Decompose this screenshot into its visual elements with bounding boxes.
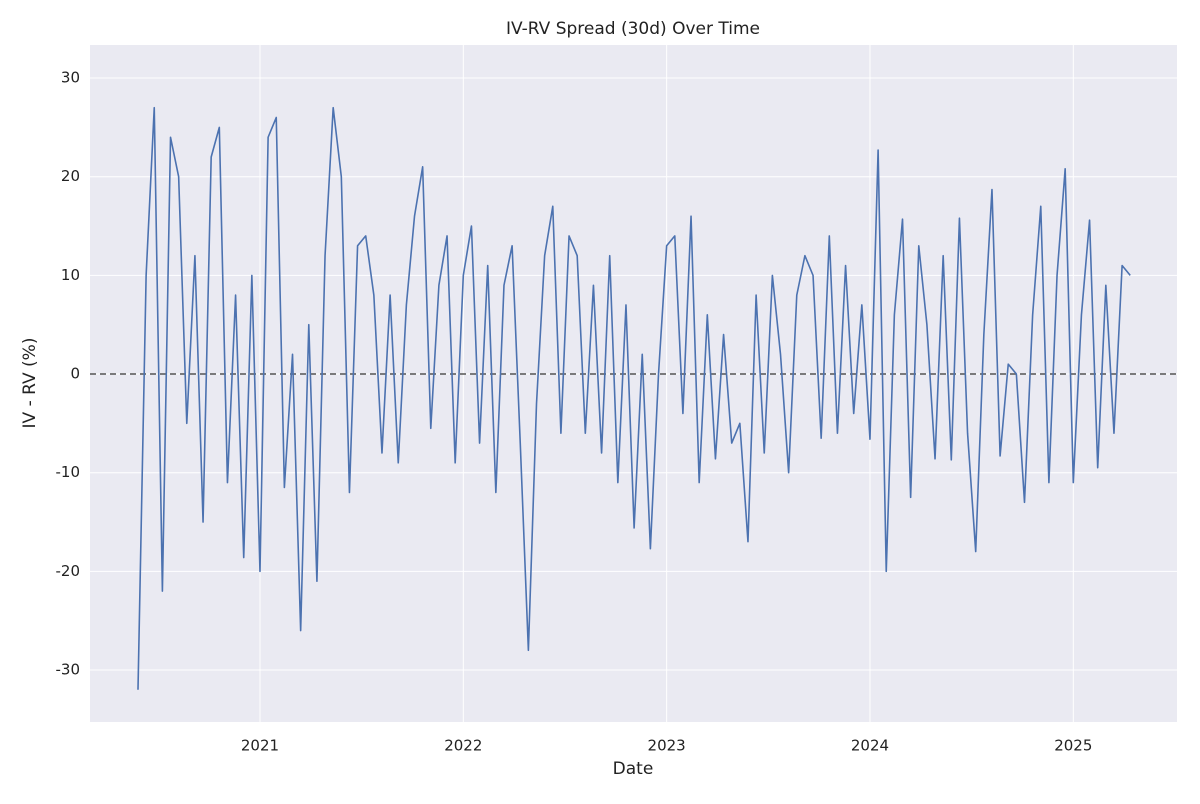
plot-area	[90, 45, 1177, 722]
data-line	[137, 106, 1131, 690]
y-tick-label: 30	[61, 69, 80, 87]
x-tick-label: 2022	[444, 737, 482, 755]
x-tick-label: 2025	[1054, 737, 1092, 755]
y-tick-label: -30	[56, 661, 81, 679]
x-axis-label: Date	[613, 759, 654, 779]
plot	[90, 106, 1177, 690]
y-axis-label: IV - RV (%)	[20, 338, 40, 429]
x-tick-label: 2021	[241, 737, 279, 755]
y-tick-label: 0	[70, 365, 80, 383]
y-tick-label: 20	[61, 167, 80, 185]
y-tick-label: -10	[56, 463, 81, 481]
y-tick-label: 10	[61, 266, 80, 284]
x-tick-label: 2023	[648, 737, 686, 755]
x-tick-label: 2024	[851, 737, 889, 755]
chart-title: IV-RV Spread (30d) Over Time	[506, 19, 760, 39]
y-tick-label: -20	[56, 562, 81, 580]
